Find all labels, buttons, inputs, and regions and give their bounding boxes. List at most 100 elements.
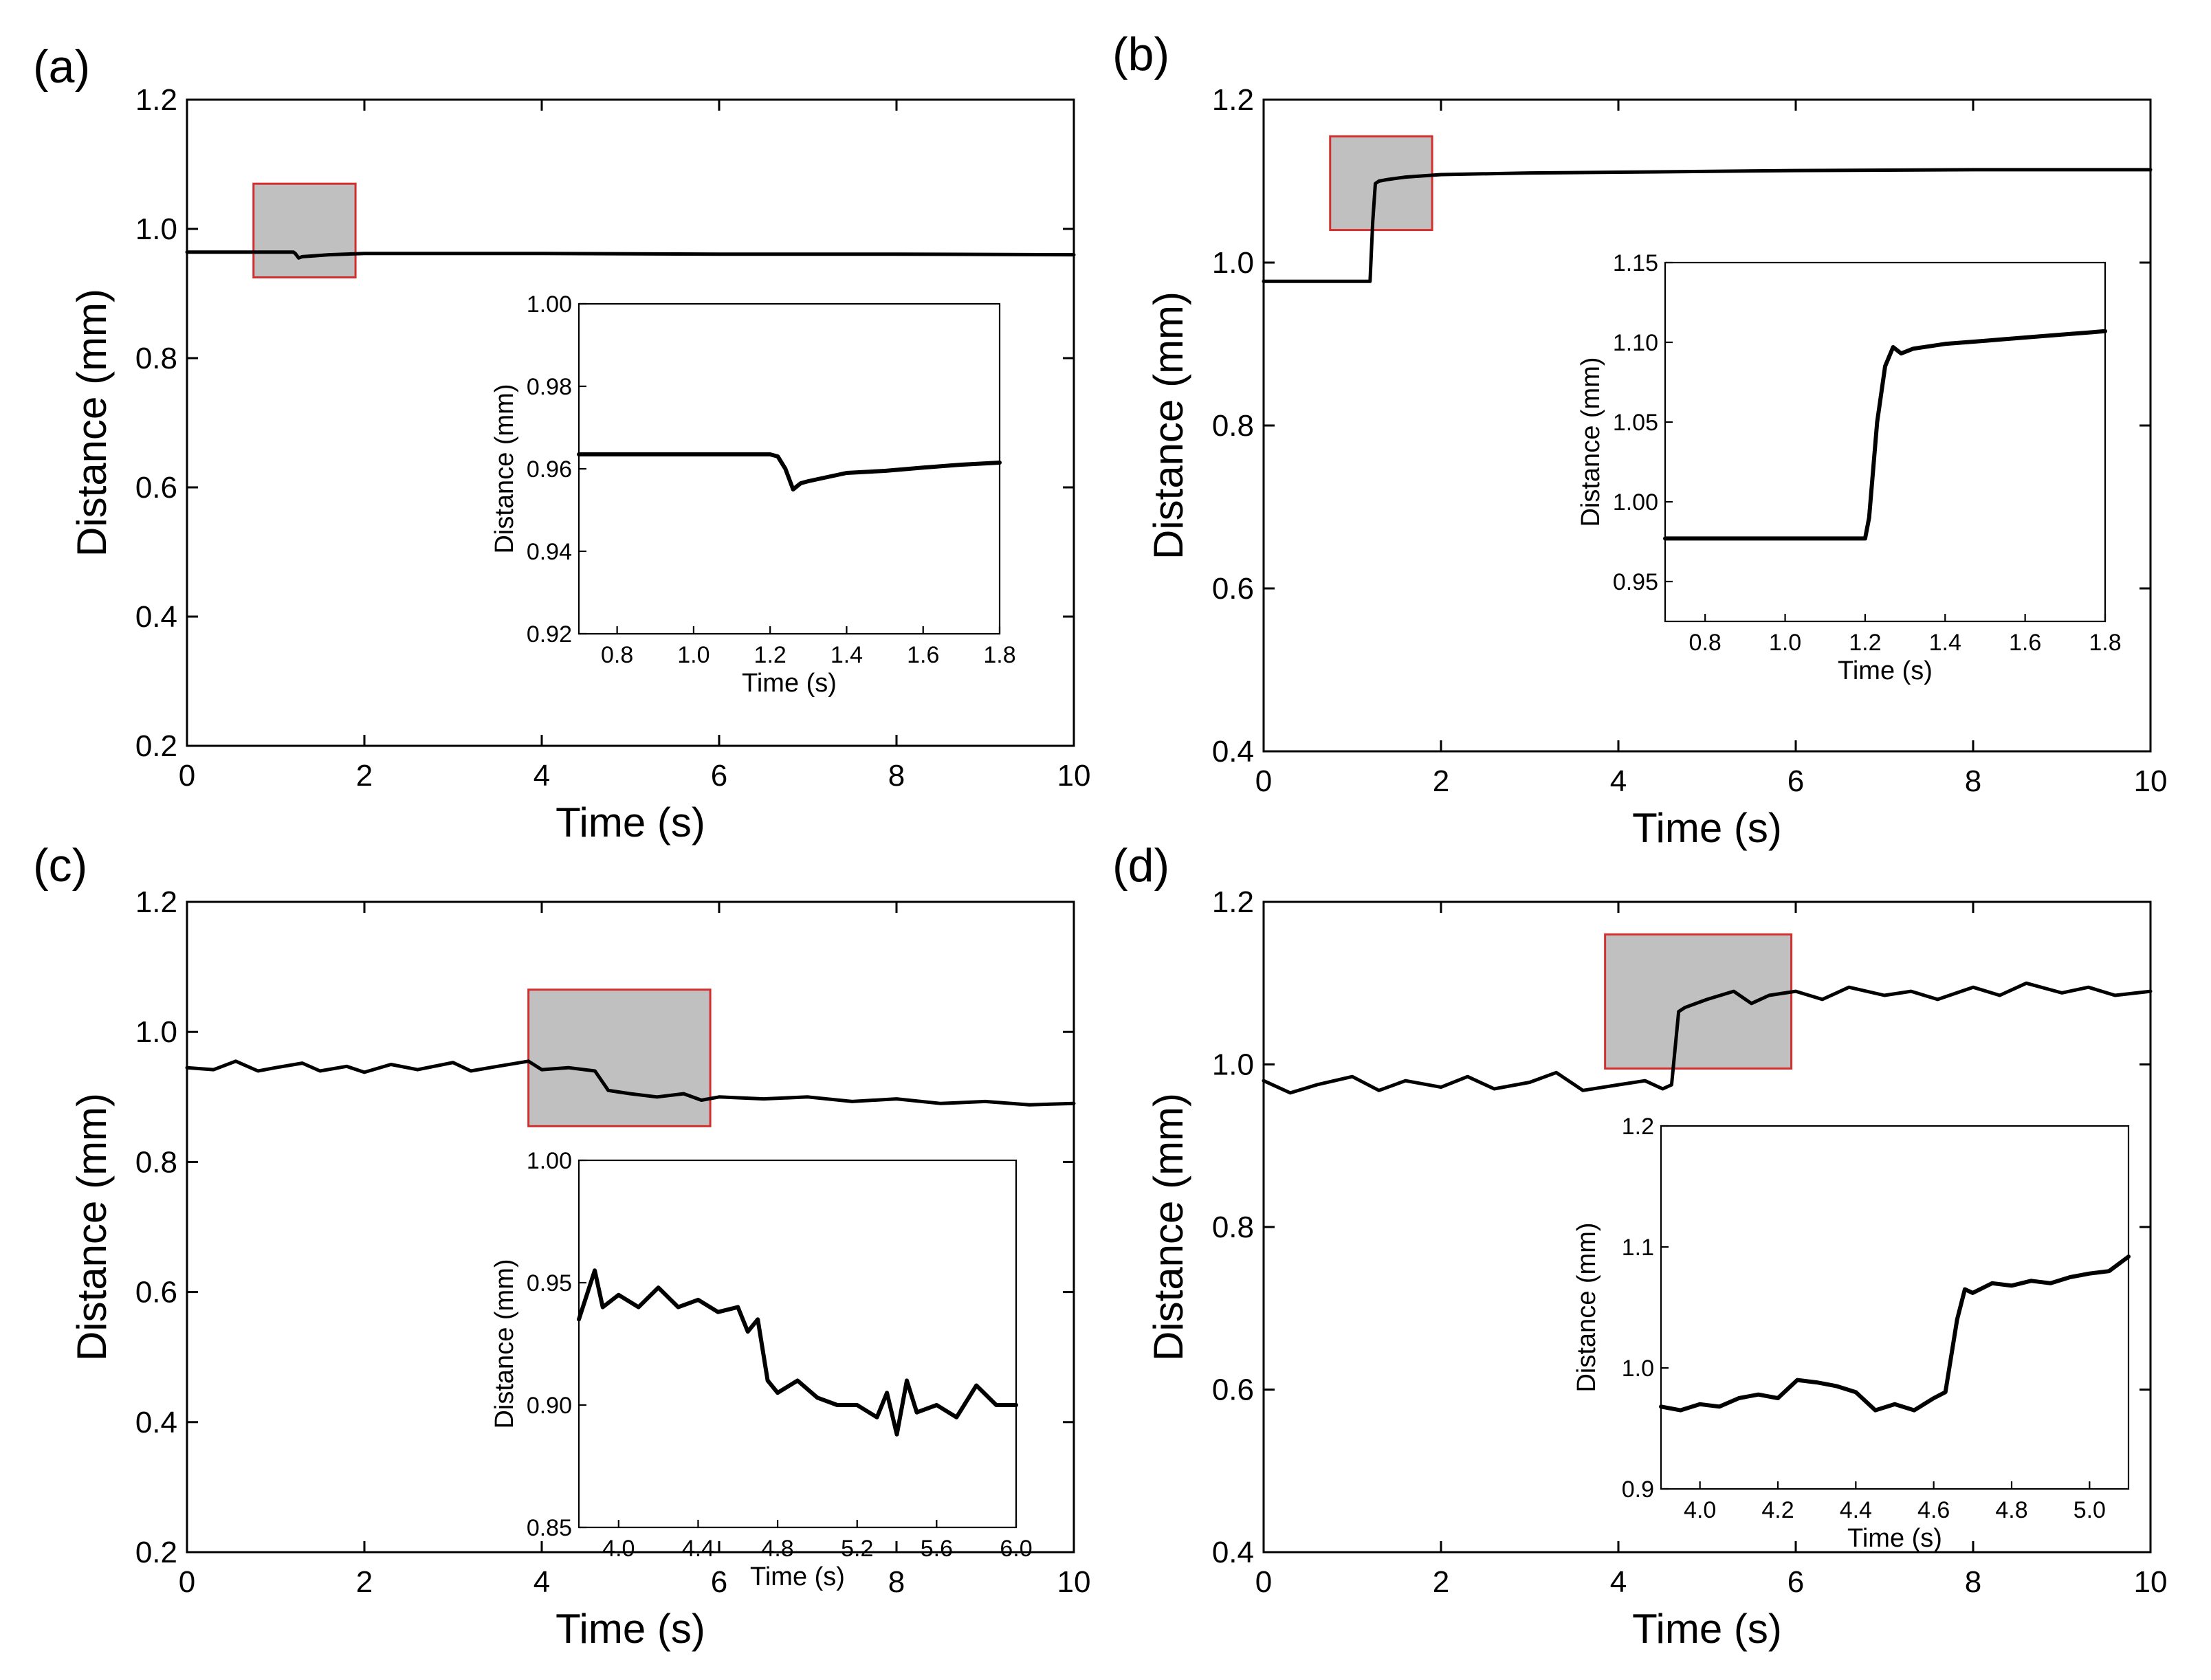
- y-tick-label: 1.0: [135, 1015, 177, 1049]
- x-tick-label: 6: [711, 1565, 727, 1599]
- inset-x-tick-label: 5.6: [921, 1536, 953, 1562]
- x-tick-label: 4: [534, 759, 550, 793]
- x-tick-label: 0: [179, 1565, 195, 1599]
- x-tick-label: 10: [1057, 759, 1091, 793]
- x-tick-label: 2: [1433, 764, 1449, 798]
- y-tick-label: 0.8: [135, 342, 177, 375]
- inset-x-tick-label: 1.2: [754, 642, 786, 668]
- series-line: [1262, 981, 2153, 1095]
- x-axis-label: Time (s): [556, 799, 705, 845]
- inset-x-tick-label: 4.6: [1917, 1497, 1950, 1523]
- y-tick-label: 0.8: [135, 1145, 177, 1179]
- y-tick-label: 1.0: [1212, 246, 1254, 280]
- inset-x-tick-label: 1.8: [983, 642, 1015, 668]
- panel-label: (d): [1112, 839, 1169, 892]
- panel-label: (b): [1112, 28, 1169, 80]
- x-tick-label: 0: [1255, 1565, 1272, 1599]
- inset-x-tick-label: 1.8: [2089, 630, 2121, 656]
- x-tick-label: 2: [356, 1565, 373, 1599]
- y-tick-label: 1.2: [1212, 885, 1254, 919]
- x-tick-label: 2: [356, 759, 373, 793]
- inset-x-tick-label: 5.0: [2074, 1497, 2106, 1523]
- inset-plot-frame: [578, 302, 1001, 635]
- y-tick-label: 1.2: [135, 885, 177, 919]
- inset-y-tick-label: 0.94: [527, 539, 572, 565]
- inset-x-tick-label: 4.8: [1995, 1497, 2027, 1523]
- inset-x-tick-label: 4.8: [761, 1536, 793, 1562]
- x-axis-label: Time (s): [1632, 805, 1782, 851]
- zoom-highlight-box: [252, 182, 357, 279]
- x-tick-label: 10: [1057, 1565, 1091, 1599]
- inset-b: 0.8 1.0 1.2 1.4 1.6 1.8 0.95 1.00 1.05 1.10 1.15 Ti…: [1576, 250, 2122, 685]
- panel-c: (c) 0 2 4 6 8 10 0.2 0.4 0.6 0.8 1.0 1.2 Time (s) Dist…: [33, 839, 1090, 1652]
- series-line: [1262, 168, 2153, 283]
- inset-x-axis-label: Time (s): [1847, 1524, 1942, 1553]
- panel-d: (d) 0 2 4 6 8 10 0.4 0.6 0.8 1.0 1.2 Time (s) Distanc…: [1112, 839, 2167, 1652]
- inset-y-tick-label: 0.95: [1613, 569, 1658, 595]
- x-tick-label: 2: [1433, 1565, 1449, 1599]
- inset-y-tick-label: 1.2: [1622, 1114, 1654, 1140]
- y-axis-label: Distance (mm): [1145, 291, 1191, 560]
- zoom-highlight-box: [1329, 135, 1433, 232]
- inset-series-line: [577, 452, 1002, 491]
- inset-series-line: [1663, 329, 2107, 541]
- inset-y-axis-label: Distance (mm): [490, 384, 519, 553]
- inset-y-tick-label: 1.00: [527, 291, 572, 318]
- x-tick-label: 6: [1788, 1565, 1804, 1599]
- y-tick-label: 0.6: [135, 1276, 177, 1309]
- inset-x-tick-label: 1.6: [2009, 630, 2041, 656]
- inset-plot-frame: [1660, 1125, 2130, 1490]
- inset-y-tick-label: 1.1: [1622, 1235, 1654, 1261]
- inset-x-tick-label: 1.4: [830, 642, 863, 668]
- inset-y-tick-label: 1.15: [1613, 250, 1658, 276]
- inset-x-tick-label: 4.0: [1684, 1497, 1716, 1523]
- y-axis-label: Distance (mm): [69, 1093, 115, 1361]
- x-tick-label: 8: [1965, 764, 1981, 798]
- x-tick-label: 0: [179, 759, 195, 793]
- inset-x-tick-label: 1.6: [907, 642, 939, 668]
- inset-d: 4.0 4.2 4.4 4.6 4.8 5.0 0.9 1.0 1.1 1.2 Time (s) Di…: [1572, 1114, 2131, 1553]
- inset-x-tick-label: 1.0: [1769, 630, 1801, 656]
- inset-x-tick-label: 4.4: [682, 1536, 714, 1562]
- inset-y-tick-label: 0.85: [527, 1515, 572, 1541]
- y-tick-label: 0.6: [135, 471, 177, 505]
- x-tick-label: 4: [1610, 764, 1627, 798]
- y-tick-label: 1.0: [1212, 1048, 1254, 1082]
- series-line: [185, 250, 1076, 260]
- inset-x-axis-label: Time (s): [750, 1562, 845, 1591]
- x-tick-label: 0: [1255, 764, 1272, 798]
- x-tick-label: 4: [534, 1565, 550, 1599]
- y-tick-label: 0.4: [1212, 735, 1254, 769]
- y-tick-label: 0.4: [1212, 1536, 1254, 1569]
- inset-c: 4.0 4.4 4.8 5.2 5.6 6.0 0.85 0.90 0.95 1.00 Time (…: [490, 1148, 1033, 1591]
- x-tick-label: 4: [1610, 1565, 1627, 1599]
- inset-series-line: [1659, 1255, 2131, 1413]
- y-tick-label: 0.4: [135, 1406, 177, 1439]
- y-axis-label: Distance (mm): [1145, 1093, 1191, 1361]
- x-tick-label: 6: [711, 759, 727, 793]
- inset-y-tick-label: 1.0: [1622, 1356, 1654, 1382]
- inset-y-tick-label: 0.96: [527, 456, 572, 483]
- inset-x-tick-label: 5.2: [841, 1536, 873, 1562]
- inset-x-axis-label: Time (s): [742, 669, 837, 698]
- inset-y-tick-label: 0.9: [1622, 1477, 1654, 1503]
- y-tick-label: 0.4: [135, 600, 177, 634]
- x-tick-label: 6: [1788, 764, 1804, 798]
- panel-label: (a): [33, 41, 90, 93]
- inset-x-tick-label: 4.2: [1761, 1497, 1794, 1523]
- x-tick-label: 8: [888, 1565, 905, 1599]
- inset-y-axis-label: Distance (mm): [1572, 1222, 1601, 1392]
- inset-y-tick-label: 1.00: [527, 1148, 572, 1174]
- inset-plot-frame: [1664, 261, 2106, 623]
- y-tick-label: 0.2: [135, 1536, 177, 1569]
- inset-y-tick-label: 0.95: [527, 1270, 572, 1296]
- inset-a: 0.8 1.0 1.2 1.4 1.6 1.8 0.92 0.94 0.96 0.98 1.00 Ti…: [490, 291, 1016, 698]
- inset-y-axis-label: Distance (mm): [490, 1259, 519, 1428]
- x-tick-label: 10: [2134, 764, 2168, 798]
- inset-x-tick-label: 6.0: [1000, 1536, 1032, 1562]
- zoom-highlight-box: [527, 988, 712, 1127]
- y-tick-label: 0.8: [1212, 409, 1254, 443]
- series-line: [185, 1059, 1076, 1107]
- y-tick-label: 1.2: [1212, 83, 1254, 117]
